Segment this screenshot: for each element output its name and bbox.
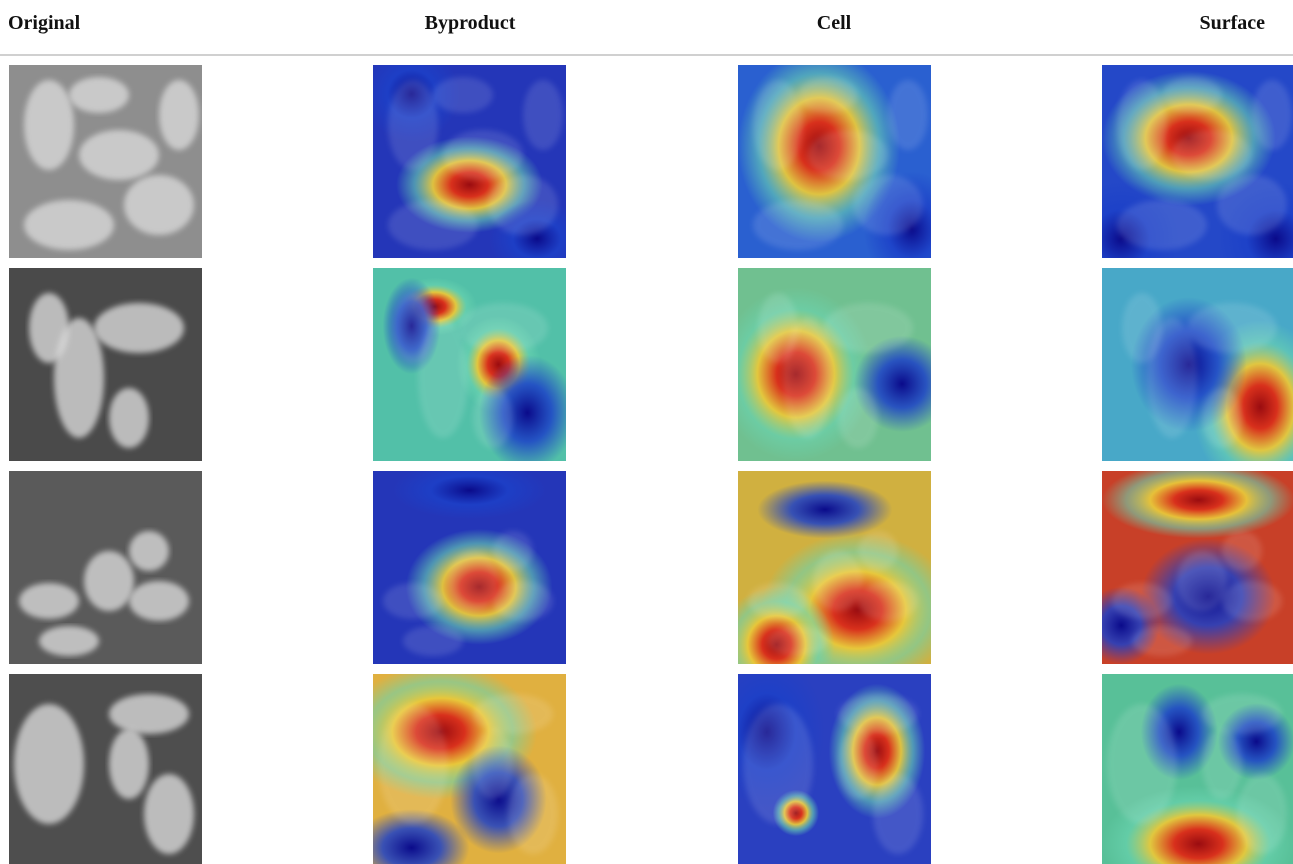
heatmap-image [1102,268,1293,494]
particle-overlay [838,388,878,448]
particle-overlay [1117,80,1167,170]
particle-overlay [488,175,558,235]
sem-image [9,674,202,864]
heatmap-image [709,655,931,864]
particle-overlay [1222,581,1282,621]
column-header: Byproduct [425,12,516,34]
particle-overlay [1122,293,1162,363]
particle [124,175,194,235]
particle-overlay [838,729,878,799]
particle [24,200,114,250]
heatmap-image [373,268,576,471]
particle-overlay [813,551,863,611]
sem-image [9,471,202,664]
particle-overlay [1187,303,1277,353]
particle [79,130,159,180]
particle [94,303,184,353]
particle-overlay [1202,729,1242,799]
particle-overlay [378,704,448,824]
heatmap-image [1083,461,1293,664]
particle [144,774,194,854]
particle [84,551,134,611]
particle-overlay [508,774,558,854]
particle-overlay [753,200,843,250]
particle-overlay [1117,200,1207,250]
particle-overlay [383,583,443,619]
particle-overlay [1107,704,1177,824]
particle-overlay [1172,130,1252,180]
particle [109,388,149,448]
column-header: Original [8,12,81,34]
particle [109,729,149,799]
particle-overlay [1132,626,1192,656]
particle-overlay [1252,80,1292,150]
particle-overlay [743,704,813,824]
particle-overlay [1112,583,1172,619]
sem-image [9,268,202,461]
page-body: Original Byproduct Cell Surface (() => {… [0,0,1293,864]
particle-overlay [473,388,513,448]
heat-blob [1102,461,1293,538]
column-header: Surface [1199,12,1265,34]
particle-overlay [853,175,923,235]
particle-overlay [1177,551,1227,611]
page: Figure {"header": {"columns": ["Original… [0,0,1293,864]
particle [129,531,169,571]
particle-overlay [1202,694,1282,734]
particle-overlay [388,200,478,250]
particle-overlay [888,80,928,150]
particle [159,80,199,150]
particle-overlay [388,80,438,170]
heatmap-image [738,50,960,287]
particle-overlay [1222,531,1262,571]
particle-overlay [1162,77,1222,113]
particle-overlay [433,77,493,113]
heat-blob [757,481,892,539]
heatmap-image [1102,674,1293,864]
particle-overlay [473,694,553,734]
particle-overlay [808,130,888,180]
heat-blob [392,461,546,519]
particle [39,626,99,656]
particle-overlay [443,130,523,180]
heatmap-image [719,268,951,461]
particle-overlay [753,80,803,170]
particle-overlay [873,774,923,854]
particle-overlay [768,626,828,656]
particle [29,293,69,363]
image-background [9,268,202,461]
figure: Original Byproduct Cell Surface [0,0,1293,864]
particle-overlay [473,729,513,799]
heatmap-image [373,461,566,664]
heatmap-image [1063,65,1293,297]
particle-overlay [858,581,918,621]
particle-overlay [838,694,918,734]
particle-overlay [1217,175,1287,235]
particle-overlay [823,303,913,353]
particle-overlay [403,626,463,656]
particle-overlay [448,551,498,611]
heatmap-image [719,471,954,703]
particle [69,77,129,113]
particle-overlay [393,293,433,363]
particle [24,80,74,170]
particle-overlay [1237,774,1287,854]
particle [129,581,189,621]
heatmap-image [363,46,585,278]
particle-overlay [798,77,858,113]
particle-overlay [493,531,533,571]
particle-overlay [748,583,808,619]
particle-overlay [1202,388,1242,448]
heatmap-image [344,664,566,864]
particle-overlay [458,303,548,353]
particle-overlay [858,531,898,571]
particle-overlay [493,581,553,621]
particle [19,583,79,619]
particle-overlay [758,293,798,363]
particle [14,704,84,824]
sem-image [9,65,202,258]
particle [109,694,189,734]
column-header: Cell [817,12,852,34]
particle-overlay [523,80,563,150]
